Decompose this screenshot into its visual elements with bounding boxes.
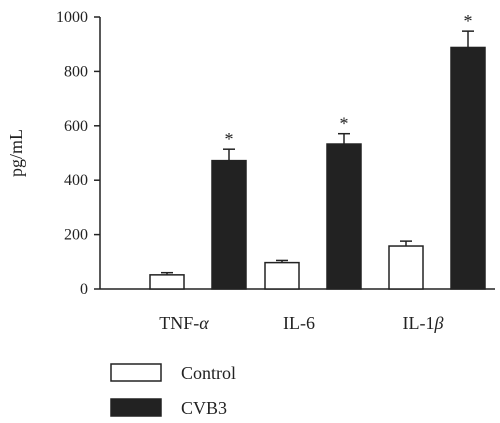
x-category-label: TNF-α [159, 313, 209, 333]
y-tick-label: 400 [64, 172, 88, 189]
legend: Control CVB3 [110, 363, 236, 418]
legend-swatch-cvb3 [110, 398, 162, 417]
y-tick-label: 200 [64, 227, 88, 244]
y-tick-label: 800 [64, 63, 88, 80]
y-axis-title: pg/mL [6, 129, 26, 177]
x-category-label-base: TNF- [159, 313, 199, 333]
axes: 0 200 400 600 800 1000 [56, 9, 495, 298]
bar-control-0 [149, 274, 185, 290]
bar-control-1 [264, 261, 300, 290]
bar-cvb3-1 [326, 143, 362, 290]
significance-star: * [464, 11, 473, 31]
bars [149, 30, 486, 290]
x-category-label: IL-6 [283, 313, 315, 333]
bar-cvb3-2 [450, 46, 486, 290]
legend-label-cvb3: CVB3 [181, 398, 227, 418]
x-category-label: IL-1β [403, 313, 444, 333]
x-category-label-base: IL-1 [403, 313, 435, 333]
x-category-label-base: IL-6 [283, 313, 315, 333]
y-tick-label: 1000 [56, 9, 88, 26]
y-tick-label: 0 [80, 281, 88, 298]
significance-star: * [340, 114, 349, 134]
y-tick-label: 600 [64, 118, 88, 135]
bar-control-2 [388, 245, 424, 290]
x-category-label-greek: β [434, 313, 444, 333]
x-category-label-greek: α [199, 313, 209, 333]
legend-swatch-control [110, 363, 162, 382]
bar-cvb3-0 [211, 159, 247, 290]
significance-star: * [225, 129, 234, 149]
legend-label-control: Control [181, 363, 236, 383]
labels: * * * TNF-α IL-6 IL-1β [159, 11, 472, 333]
